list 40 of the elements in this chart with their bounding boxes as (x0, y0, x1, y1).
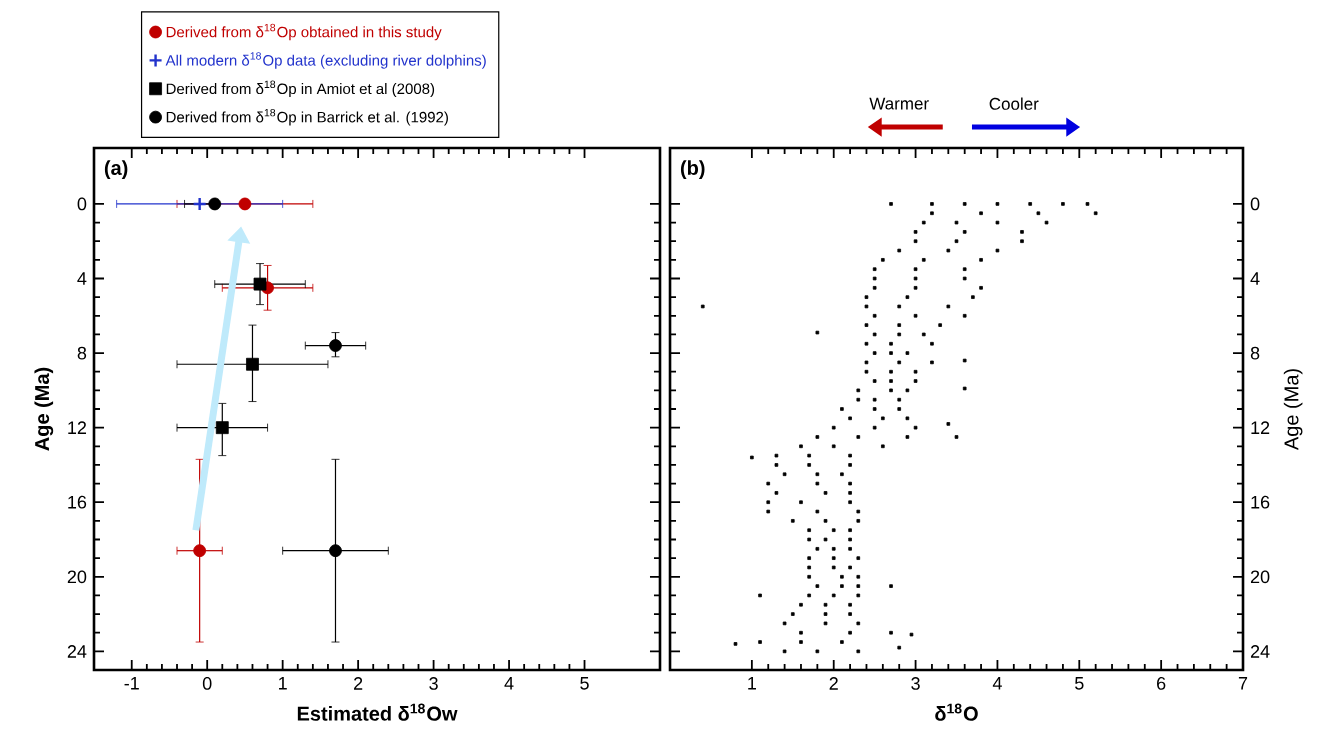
y-axis-title: Age (Ma) (1283, 369, 1303, 451)
y-tick-label: 12 (68, 421, 87, 434)
x-tick-label: 0 (202, 677, 212, 690)
x-tick-label: 5 (580, 677, 589, 690)
y-axis-title: Age (Ma) (34, 367, 54, 451)
x-tick-label: 3 (429, 677, 438, 690)
x-tick-label: 2 (829, 677, 838, 690)
legend-label: Derived from δ$^{18}$Op in Amiot et al (2008) (166, 80, 435, 98)
y-tick-label: 12 (1251, 421, 1270, 434)
y-tick-label: 4 (1250, 272, 1260, 285)
x-axis-title: Estimated δ$^{18}$Ow (297, 703, 458, 721)
y-tick-label: 0 (1250, 197, 1260, 211)
legend-label: All modern δ$^{18}$Op data (excluding river dolphins) (165, 52, 486, 69)
x-tick-label: 5 (1075, 677, 1084, 690)
annotation: (a) (104, 160, 128, 179)
x-tick-label: 6 (1157, 677, 1166, 690)
y-tick-label: 20 (1250, 570, 1270, 584)
legend-label: Derived from δ$^{18}$Op in Barrick et al. (1992) (166, 108, 448, 126)
x-tick-label: 3 (911, 677, 920, 690)
text: Warmer (869, 97, 929, 110)
y-tick-label: 16 (68, 495, 87, 509)
x-tick-label: 1 (279, 677, 287, 690)
x-axis-title: δ$^{18}$O (935, 703, 978, 721)
y-tick-label: 24 (1250, 645, 1270, 658)
y-tick-label: 4 (77, 272, 87, 285)
y-tick-label: 8 (1250, 346, 1260, 360)
annotation: (b) (680, 160, 705, 179)
x-tick-label: 4 (504, 677, 514, 690)
x-tick-label: -1 (124, 677, 139, 690)
y-tick-label: 16 (1251, 495, 1270, 509)
x-tick-label: 7 (1238, 677, 1248, 690)
legend-label: Derived from δ$^{18}$Op obtained in this study (166, 23, 442, 41)
x-tick-label: 4 (992, 677, 1002, 690)
y-tick-label: 20 (67, 570, 87, 584)
x-tick-label: 2 (354, 677, 363, 690)
text: Cooler (989, 97, 1039, 110)
x-tick-label: 1 (748, 677, 756, 690)
y-tick-label: 24 (67, 645, 87, 658)
y-tick-label: 0 (77, 197, 87, 211)
y-tick-label: 8 (77, 346, 87, 360)
